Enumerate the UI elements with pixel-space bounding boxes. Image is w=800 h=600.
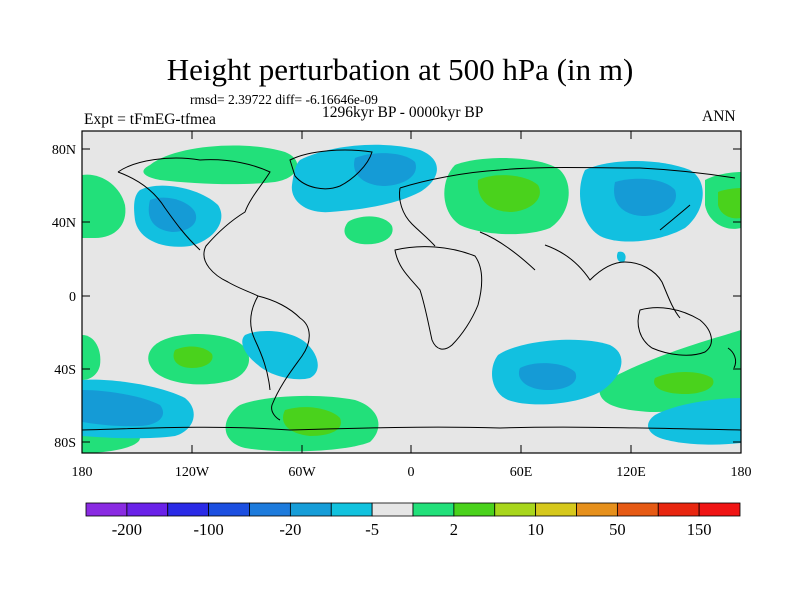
colorbar-box (535, 502, 577, 517)
lon-label: 60W (288, 465, 316, 480)
anomaly-region (648, 398, 741, 445)
colorbar-box (85, 502, 128, 517)
lon-label: 180 (731, 465, 752, 480)
lon-label: 60E (510, 465, 533, 480)
colorbar-box (494, 502, 537, 517)
anomaly-region (654, 372, 714, 394)
anomaly-region (173, 346, 213, 368)
anomaly-region (82, 390, 164, 427)
anomaly-region (82, 174, 126, 238)
colorbar-box (576, 502, 618, 517)
experiment-label: Expt = tFmEG-tfmea (84, 111, 216, 128)
colorbar-box (371, 502, 414, 517)
coastlines (82, 149, 741, 431)
colorbar-label: 50 (609, 520, 626, 539)
colorbar-label: -5 (365, 520, 379, 539)
colorbar-box (657, 502, 700, 517)
colorbar-label: -100 (194, 520, 224, 539)
anomaly-region (148, 197, 197, 232)
lat-label: 80S (54, 436, 76, 451)
colorbar-box (330, 502, 373, 517)
anomaly-region (614, 178, 676, 216)
lon-label: 180 (72, 465, 93, 480)
anomaly-region (599, 330, 741, 412)
anomaly-region (477, 175, 540, 212)
map-title: Height perturbation at 500 hPa (in m) (166, 52, 634, 87)
stats-line: rmsd= 2.39722 diff= -6.16646e-09 (190, 92, 378, 107)
colorbar (85, 502, 741, 517)
period-label: 1296kyr BP - 0000kyr BP (322, 104, 484, 121)
colorbar-box (249, 502, 291, 517)
colorbar-box (412, 502, 455, 517)
colorbar-label: 2 (450, 520, 458, 539)
colorbar-box (289, 502, 332, 517)
anomaly-region (518, 363, 577, 390)
anomaly-region (344, 216, 393, 245)
lat-label: 40S (54, 363, 76, 378)
colorbar-box (616, 502, 659, 517)
anomaly-field (82, 144, 741, 453)
season-label: ANN (702, 108, 736, 125)
anomaly-region (143, 145, 298, 185)
anomaly-region (242, 330, 318, 380)
lon-label: 120W (175, 465, 210, 480)
lon-ticks (191, 131, 632, 453)
colorbar-box (698, 502, 741, 517)
colorbar-box (453, 502, 496, 517)
lon-label: 0 (408, 465, 415, 480)
anomaly-region (616, 251, 626, 263)
anomaly-region (354, 153, 416, 186)
lon-label: 120E (616, 465, 646, 480)
colorbar-label: 10 (527, 520, 544, 539)
colorbar-label: -200 (112, 520, 142, 539)
anomaly-region (718, 188, 741, 219)
lat-label: 80N (52, 143, 76, 158)
colorbar-box (167, 502, 210, 517)
lat-ticks (82, 148, 741, 443)
colorbar-box (208, 502, 250, 517)
colorbar-label: 150 (687, 520, 712, 539)
colorbar-label: -20 (279, 520, 301, 539)
lat-label: 40N (52, 216, 76, 231)
colorbar-box (126, 502, 169, 517)
lat-label: 0 (69, 290, 76, 305)
colorbar-labels: -200 -100 -20 -5 2 10 50 150 (112, 520, 712, 539)
